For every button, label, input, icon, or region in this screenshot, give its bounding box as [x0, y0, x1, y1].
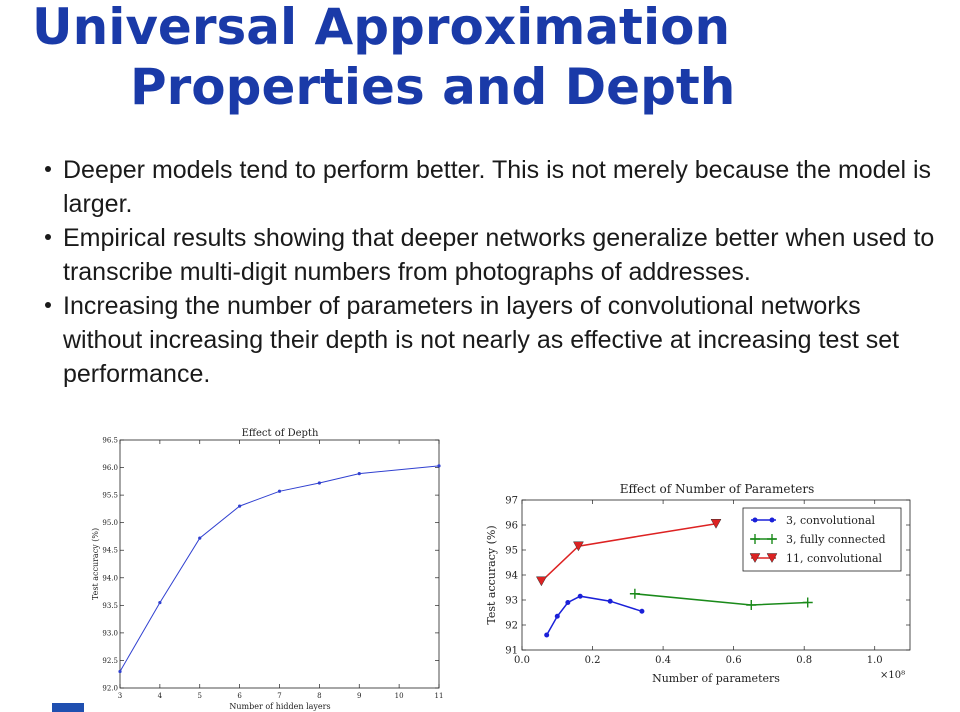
data-point	[535, 576, 547, 587]
series-line	[540, 523, 717, 582]
data-point	[554, 613, 560, 619]
x-axis-label: Number of hidden layers	[229, 702, 330, 711]
data-point	[639, 608, 645, 614]
y-tick-label: 96.5	[102, 437, 118, 445]
data-point	[277, 489, 282, 493]
x-tick-label: 3	[118, 692, 122, 700]
y-tick-label: 91	[505, 646, 518, 657]
y-tick-label: 93.5	[102, 602, 118, 610]
x-tick-label: 7	[277, 692, 281, 700]
x-tick-label: 11	[435, 692, 444, 700]
data-point	[158, 600, 162, 605]
data-point	[437, 464, 441, 468]
data-point	[629, 588, 640, 599]
data-point	[573, 541, 584, 552]
y-axis-label: Test accuracy (%)	[91, 528, 100, 600]
y-tick-label: 95.5	[102, 492, 118, 500]
bullet-item: Increasing the number of parameters in l…	[44, 289, 944, 391]
y-tick-label: 93.0	[102, 629, 118, 637]
y-tick-label: 96	[505, 521, 518, 532]
legend-label: 11, convolutional	[786, 552, 883, 565]
data-point	[802, 597, 813, 608]
title-line-1: Universal Approximation	[32, 0, 731, 56]
y-tick-label: 92.5	[102, 657, 118, 665]
data-point	[317, 481, 321, 485]
y-axis-label: Test accuracy (%)	[485, 525, 498, 624]
y-axis: 92.0 92.5 93.0 93.5 94.0 94.5 95.0 95.5 96.0 96.5	[102, 437, 439, 693]
x-tick-label: 1.0	[867, 655, 883, 666]
data-point	[749, 553, 761, 564]
x-tick-label: 0.2	[585, 655, 601, 666]
data-point	[746, 600, 757, 610]
depth-chart: Effect of Depth 92.0 92.5 93.0 93.5 94.0 94.5…	[91, 428, 444, 711]
y-axis: 91 92 93 94 95 96 97	[505, 496, 910, 657]
x-axis-label: Number of parameters	[652, 672, 780, 685]
y-tick-label: 92.0	[102, 685, 118, 693]
x-tick-label: 5	[198, 692, 202, 700]
x-axis: 0.0 0.2 0.4 0.6 0.8 1.0	[514, 500, 883, 666]
data-point	[710, 519, 722, 529]
y-tick-label: 97	[505, 496, 518, 507]
y-tick-label: 94.5	[102, 547, 118, 555]
series	[629, 588, 813, 610]
series	[544, 593, 645, 638]
x-tick-label: 9	[357, 692, 361, 700]
data-point	[607, 598, 613, 604]
data-point	[752, 517, 758, 523]
series-group	[535, 519, 813, 638]
data-point	[769, 517, 775, 523]
x-axis: 3 4 5 6 7 8 9 10 11	[118, 440, 444, 700]
series-line	[634, 593, 808, 606]
x-tick-label: 0.8	[796, 655, 812, 666]
legend: 3, convolutional 3, fully connected 11, co…	[742, 507, 902, 572]
chart-title: Effect of Number of Parameters	[620, 482, 815, 496]
legend-label: 3, convolutional	[786, 514, 876, 527]
x-multiplier: ×10⁸	[880, 670, 905, 681]
logo-mark	[52, 703, 84, 712]
bullet-list: Deeper models tend to perform better. Th…	[44, 153, 944, 391]
y-tick-label: 92	[505, 621, 518, 632]
series-line	[119, 465, 440, 672]
data-point	[750, 534, 760, 544]
chart-title: Effect of Depth	[242, 428, 319, 439]
x-tick-label: 4	[158, 692, 163, 700]
data-point	[238, 504, 242, 508]
y-tick-label: 96.0	[102, 464, 118, 472]
parameters-chart: Effect of Number of Parameters 919293949…	[485, 482, 911, 685]
x-tick-label: 0.4	[655, 655, 671, 666]
data-point	[767, 534, 777, 544]
data-point	[118, 669, 122, 674]
series-markers	[118, 464, 441, 674]
x-tick-label: 10	[395, 692, 404, 700]
y-tick-label: 95	[505, 546, 518, 557]
x-tick-label: 0.0	[514, 655, 530, 666]
data-point	[577, 593, 583, 599]
plot-frame	[119, 439, 440, 689]
legend-label: 3, fully connected	[786, 533, 886, 546]
bullet-item: Empirical results showing that deeper ne…	[44, 221, 944, 289]
series	[535, 519, 722, 587]
y-tick-label: 95.0	[102, 519, 118, 527]
data-point	[766, 553, 778, 564]
title-line-2: Properties and Depth	[130, 58, 736, 116]
x-tick-label: 6	[237, 692, 242, 700]
x-tick-label: 0.6	[726, 655, 742, 666]
series-line	[546, 595, 643, 636]
data-point	[565, 600, 571, 605]
y-tick-label: 94.0	[102, 574, 118, 582]
y-tick-label: 94	[505, 571, 518, 582]
y-tick-label: 93	[505, 596, 518, 607]
data-point	[357, 472, 361, 476]
data-point	[544, 632, 550, 638]
bullet-item: Deeper models tend to perform better. Th…	[44, 153, 944, 221]
data-point	[198, 536, 202, 540]
x-tick-label: 8	[317, 692, 321, 700]
